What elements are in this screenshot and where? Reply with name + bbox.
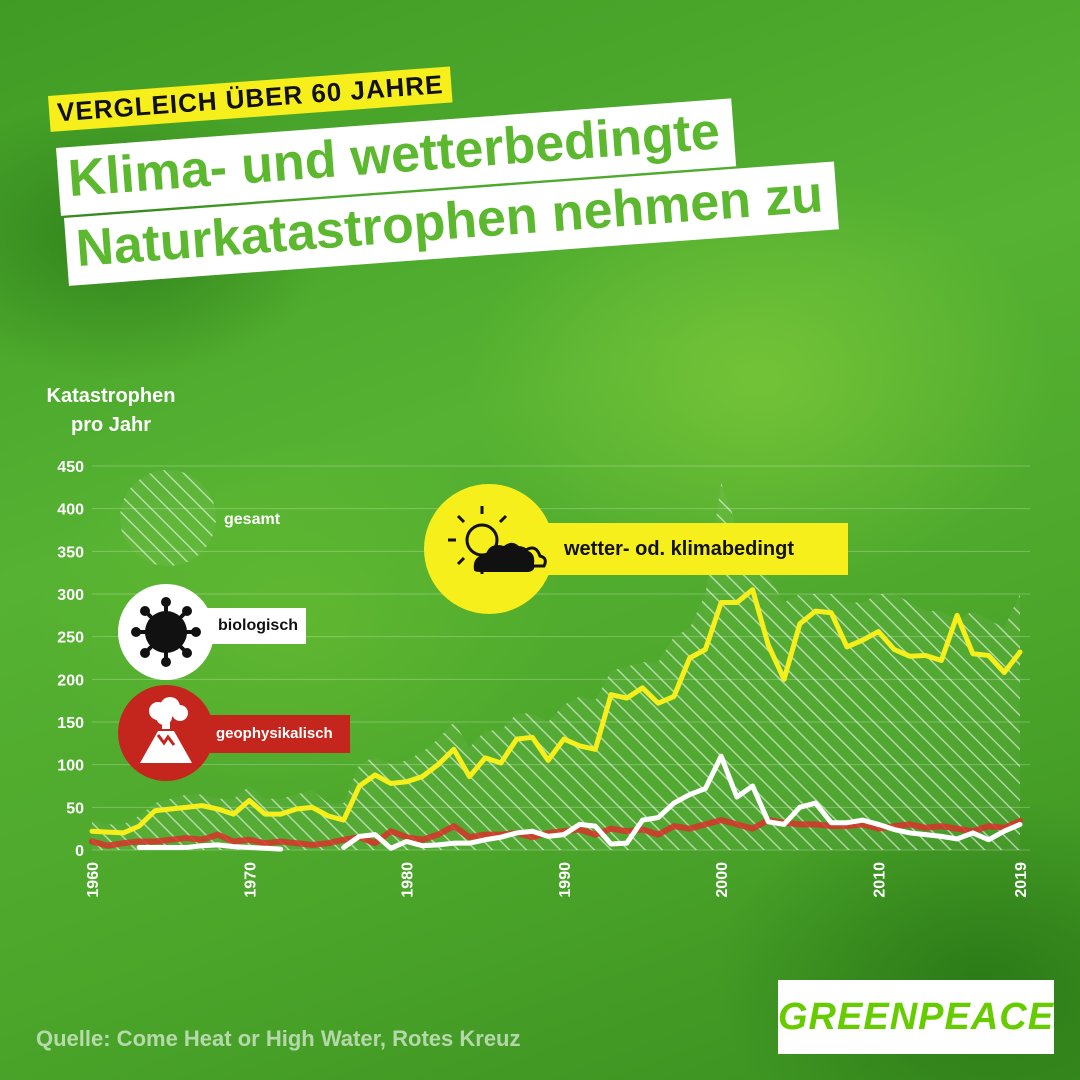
legend-biological-swatch	[118, 584, 214, 680]
x-tick-label: 1960	[85, 862, 102, 898]
y-axis-label: Katastrophen pro Jahr	[46, 385, 176, 436]
legend-weather-swatch	[424, 484, 554, 614]
x-tick-labels: 1960 1970 1980 1990 2000 2010 2019	[85, 862, 1030, 898]
logo-text: GREENPEACE	[778, 996, 1055, 1038]
legend-geophysical-swatch	[118, 685, 214, 781]
y-tick-label: 150	[57, 715, 84, 732]
y-tick-label: 400	[57, 502, 84, 519]
virus-icon	[131, 597, 201, 667]
volcano-icon	[140, 697, 192, 763]
y-tick-label: 450	[57, 459, 84, 476]
y-tick-label: 300	[57, 587, 84, 604]
series-biological-line	[136, 842, 284, 852]
y-tick-label: 200	[57, 672, 84, 689]
source-note: Quelle: Come Heat or High Water, Rotes K…	[36, 1026, 521, 1051]
sun-cloud-icon	[448, 506, 547, 574]
y-tick-label: 350	[57, 544, 84, 561]
x-tick-label: 2010	[871, 862, 888, 898]
legend-weather-label: wetter- od. klimabedingt	[548, 523, 848, 575]
legend-geophysical-label: geophysikalisch	[198, 715, 350, 753]
legend-total-swatch	[120, 470, 216, 566]
series-biological-line	[341, 753, 1023, 851]
series-geophysical-line	[89, 817, 1023, 849]
y-tick-label: 100	[57, 758, 84, 775]
legend-biological-label: biologisch	[200, 608, 306, 644]
x-tick-label: 1990	[557, 862, 574, 898]
y-tick-label: 0	[75, 843, 84, 860]
x-tick-label: 1970	[242, 862, 259, 898]
y-tick-label: 50	[66, 800, 84, 817]
x-tick-label: 1980	[400, 862, 417, 898]
x-tick-label: 2019	[1013, 862, 1030, 898]
series-layer	[89, 483, 1023, 852]
legend-total-label: gesamt	[224, 511, 281, 528]
y-tick-label: 250	[57, 630, 84, 647]
x-tick-label: 2000	[714, 862, 731, 898]
series-weather-line	[89, 587, 1023, 836]
y-tick-labels: 0 50 100 150 200 250 300 350 400 450	[57, 459, 84, 860]
greenpeace-logo: GREENPEACE	[778, 980, 1054, 1054]
series-total-area	[92, 483, 1020, 850]
